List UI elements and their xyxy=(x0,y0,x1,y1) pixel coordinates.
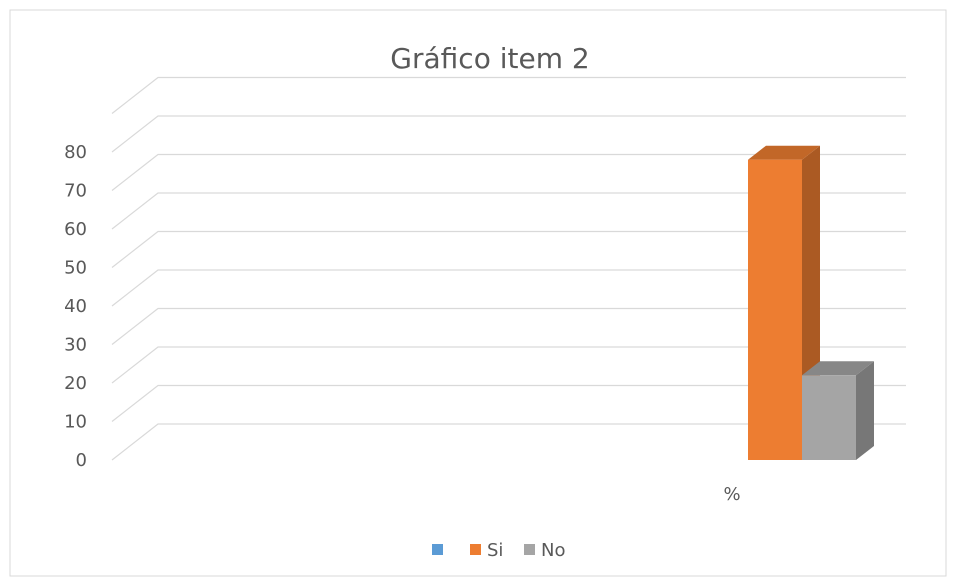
y-tick-label: 80 xyxy=(64,142,87,163)
bars xyxy=(748,145,874,460)
gridline xyxy=(111,346,906,384)
gridline xyxy=(111,230,906,268)
gridline xyxy=(111,269,906,307)
y-tick-label: 50 xyxy=(64,258,87,279)
bar-front xyxy=(802,375,856,460)
y-tick-label: 10 xyxy=(64,412,87,433)
legend-item xyxy=(432,544,443,555)
legend-swatch xyxy=(524,544,535,555)
y-tick-label: 0 xyxy=(76,450,87,471)
gridlines xyxy=(111,76,906,461)
legend-item: Si xyxy=(470,540,503,561)
gridline xyxy=(111,423,906,461)
x-axis: % xyxy=(723,484,740,505)
y-tick-label: 60 xyxy=(64,219,87,240)
legend-swatch xyxy=(470,544,481,555)
bar-front xyxy=(748,159,802,460)
y-axis: 0 10 20 30 40 50 60 70 80 xyxy=(64,142,87,471)
y-tick-label: 40 xyxy=(64,296,87,317)
gridline xyxy=(111,307,906,345)
bar-top xyxy=(802,361,874,376)
gridline xyxy=(111,153,906,191)
bar-top xyxy=(748,145,820,160)
x-tick-label: % xyxy=(723,484,740,505)
legend-label: No xyxy=(541,540,565,561)
y-tick-label: 30 xyxy=(64,335,87,356)
y-tick-label: 20 xyxy=(64,373,87,394)
legend-label: Si xyxy=(487,540,503,561)
bar-no xyxy=(802,361,874,460)
y-tick-label: 70 xyxy=(64,181,87,202)
chart-title: Gráfico item 2 xyxy=(390,42,589,75)
gridline xyxy=(111,76,906,114)
gridline xyxy=(111,115,906,153)
bar-side xyxy=(856,361,874,460)
legend: Si No xyxy=(432,540,565,561)
gridline xyxy=(111,384,906,422)
legend-swatch xyxy=(432,544,443,555)
legend-item: No xyxy=(524,540,565,561)
gridline xyxy=(111,192,906,230)
